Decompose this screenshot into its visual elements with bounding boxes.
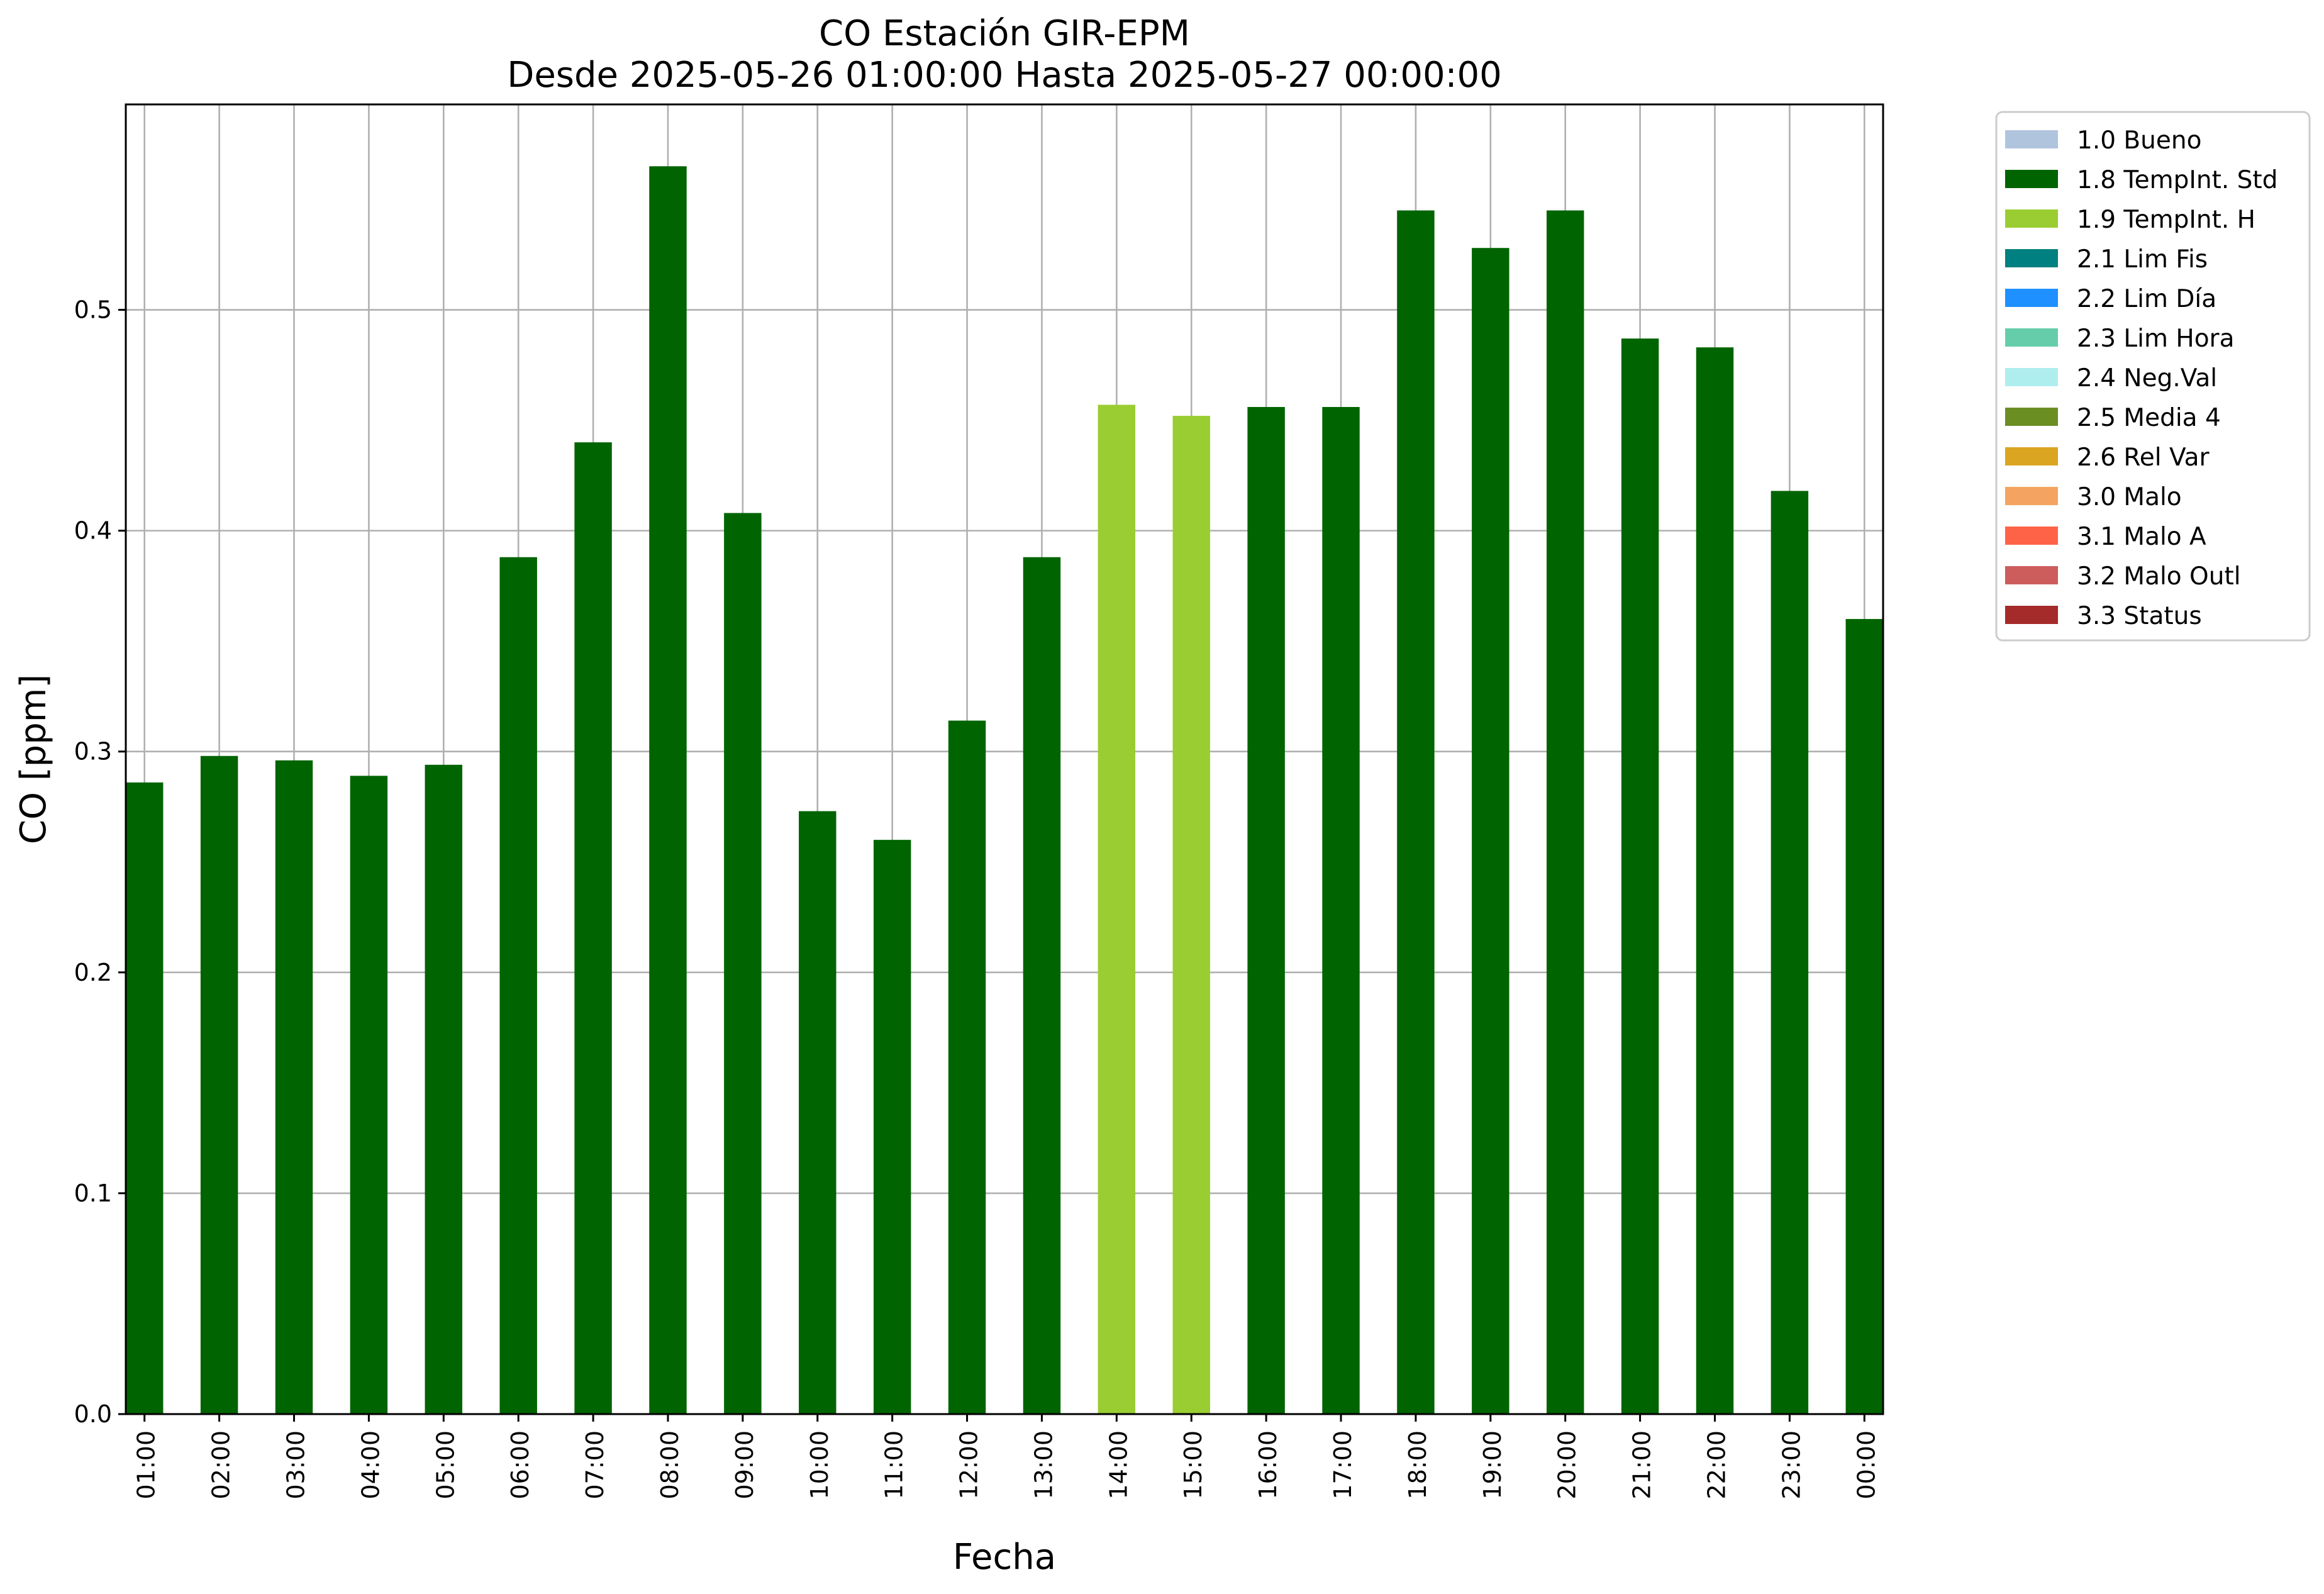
legend-swatch [2005,249,2058,267]
legend-swatch [2005,130,2058,148]
y-axis: 0.0 0.1 0.2 0.3 0.4 0.5 [74,296,126,1428]
bar-09:00 [724,513,762,1414]
x-tick-label: 10:00 [806,1430,833,1500]
x-tick-label: 19:00 [1479,1430,1506,1500]
bar-21:00 [1621,338,1659,1414]
legend-label: 2.4 Neg.Val [2077,364,2217,393]
x-tick-label: 04:00 [357,1430,384,1500]
legend-swatch [2005,487,2058,505]
x-tick-label: 13:00 [1030,1430,1057,1500]
legend-label: 1.0 Bueno [2077,126,2201,155]
legend-label: 3.2 Malo Outl [2077,562,2241,591]
legend-swatch [2005,209,2058,228]
bar-15:00 [1172,416,1210,1414]
legend-frame [1995,111,2311,642]
y-tick-label: 0.0 [74,1400,112,1428]
x-tick-label: 11:00 [881,1430,908,1500]
bar-18:00 [1397,210,1435,1414]
legend-label: 1.8 TempInt. Std [2077,166,2277,194]
x-tick-label: 01:00 [133,1430,160,1500]
legend-swatch [2005,368,2058,386]
x-tick-label: 21:00 [1628,1430,1656,1500]
bar-10:00 [799,811,837,1414]
x-tick-label: 22:00 [1703,1430,1730,1500]
legend-label: 2.1 Lim Fis [2077,245,2208,274]
legend-label: 2.3 Lim Hora [2077,325,2235,353]
legend-swatch [2005,527,2058,545]
y-tick-label: 0.5 [74,296,112,324]
bar-06:00 [499,557,537,1414]
bar-11:00 [873,840,911,1414]
bar-05:00 [425,764,463,1414]
x-tick-label: 12:00 [955,1430,983,1500]
legend-swatch [2005,328,2058,347]
bar-02:00 [200,755,238,1414]
bar-20:00 [1546,210,1584,1414]
y-tick-label: 0.2 [74,959,112,986]
bar-07:00 [574,442,612,1415]
x-tick-label: 09:00 [731,1430,759,1500]
x-tick-label: 16:00 [1254,1430,1282,1500]
bar-04:00 [350,776,388,1414]
bar-08:00 [649,166,687,1415]
bar-12:00 [948,720,986,1414]
legend-label: 2.2 Lim Día [2077,285,2216,313]
bar-16:00 [1247,407,1285,1414]
bar-19:00 [1472,248,1509,1414]
bar-00:00 [1845,619,1883,1414]
plot-frame [125,103,1884,1415]
x-tick-label: 06:00 [506,1430,534,1500]
bar-14:00 [1098,404,1136,1414]
x-tick-label: 23:00 [1777,1430,1805,1500]
x-tick-label: 00:00 [1852,1430,1880,1500]
x-axis: 01:00 02:00 03:00 04:00 05:00 06:00 07:00 08:00… [133,1414,1880,1500]
x-tick-label: 17:00 [1329,1430,1357,1500]
legend-swatch [2005,447,2058,465]
legend-swatch [2005,566,2058,584]
x-tick-label: 20:00 [1554,1430,1581,1500]
gridlines [126,104,1883,1415]
x-tick-label: 07:00 [581,1430,609,1500]
legend-label: 1.9 TempInt. H [2077,206,2255,234]
legend-label: 2.6 Rel Var [2077,443,2210,472]
y-tick-label: 0.3 [74,738,112,766]
y-tick-label: 0.1 [74,1179,112,1207]
y-tick-label: 0.4 [74,517,112,545]
x-tick-label: 03:00 [282,1430,310,1500]
legend-label: 2.5 Media 4 [2077,404,2221,432]
legend-label: 3.1 Malo A [2077,523,2206,551]
chart-subtitle: Desde 2025-05-26 01:00:00 Hasta 2025-05-… [507,55,1502,96]
legend: 1.0 Bueno 1.8 TempInt. Std 1.9 TempInt. H 2… [1995,111,2311,642]
legend-swatch [2005,606,2058,624]
bar-03:00 [275,760,313,1414]
bar-22:00 [1696,347,1734,1414]
x-tick-label: 05:00 [431,1430,459,1500]
bar-13:00 [1023,557,1061,1414]
x-tick-label: 02:00 [208,1430,235,1500]
legend-label: 3.3 Status [2077,602,2202,630]
x-axis-label: Fecha [953,1537,1056,1578]
bars [126,166,1883,1415]
bar-01:00 [126,782,164,1414]
legend-swatch [2005,408,2058,426]
x-tick-label: 15:00 [1179,1430,1207,1500]
x-tick-label: 18:00 [1404,1430,1432,1500]
x-tick-label: 08:00 [656,1430,684,1500]
x-tick-label: 14:00 [1104,1430,1132,1500]
bar-23:00 [1771,491,1809,1414]
bar-17:00 [1322,407,1360,1414]
legend-swatch [2005,289,2058,307]
y-axis-label: CO [ppm] [13,674,54,844]
legend-label: 3.0 Malo [2077,483,2182,511]
chart-title: CO Estación GIR-EPM [819,13,1190,54]
legend-swatch [2005,170,2058,188]
